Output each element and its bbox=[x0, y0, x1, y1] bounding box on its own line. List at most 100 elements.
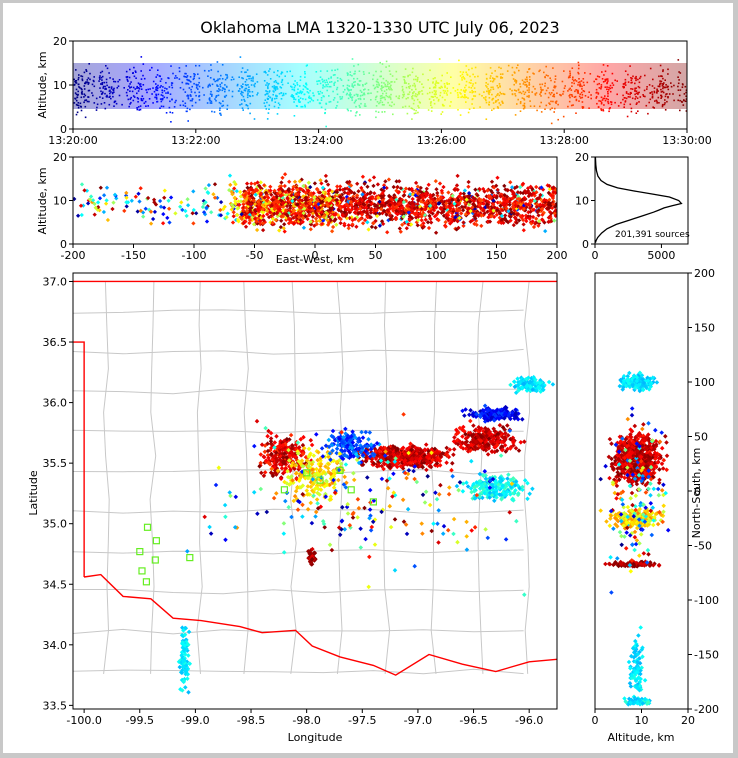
altitude-time-source bbox=[342, 91, 345, 93]
altitude-time-source bbox=[168, 106, 171, 109]
east-west-source bbox=[521, 197, 527, 202]
altitude-time-source bbox=[290, 85, 292, 88]
east-west-source bbox=[433, 230, 439, 235]
altitude-time-source bbox=[375, 110, 377, 113]
altitude-time-source bbox=[651, 93, 654, 95]
east-west-source bbox=[546, 190, 551, 196]
east-west-source bbox=[313, 200, 318, 206]
east-west-source bbox=[291, 221, 296, 227]
altitude-time-source bbox=[498, 83, 501, 85]
altitude-time-source bbox=[446, 87, 448, 90]
altitude-time-source bbox=[664, 102, 666, 104]
altitude-time-source bbox=[98, 80, 100, 82]
altitude-time-source bbox=[218, 88, 220, 90]
altitude-time-source bbox=[468, 81, 471, 84]
altitude-time-source bbox=[472, 83, 474, 85]
altitude-time-source bbox=[350, 89, 352, 91]
altitude-time-source bbox=[474, 76, 476, 78]
east-west-source bbox=[401, 193, 406, 198]
altitude-time-source bbox=[516, 103, 518, 105]
altitude-time-source bbox=[485, 101, 488, 104]
altitude-time-source bbox=[415, 78, 417, 81]
altitude-time-source bbox=[320, 99, 323, 101]
altitude-time-source bbox=[358, 70, 361, 72]
altitude-time-source bbox=[638, 101, 640, 103]
altitude-time-source bbox=[77, 102, 80, 104]
altitude-time-source bbox=[534, 94, 537, 96]
altitude-time-source bbox=[481, 95, 483, 97]
east-west-source bbox=[496, 220, 501, 225]
east-west-source bbox=[550, 195, 556, 201]
altitude-time-source bbox=[266, 101, 268, 104]
altitude-time-source bbox=[187, 120, 189, 122]
altitude-time-source bbox=[100, 103, 103, 105]
altitude-time-source bbox=[77, 106, 80, 109]
east-west-source bbox=[406, 206, 411, 212]
altitude-time-source bbox=[245, 87, 248, 90]
plan-view-source bbox=[475, 434, 481, 440]
altitude-time-source bbox=[506, 70, 509, 72]
altitude-time-source bbox=[533, 105, 536, 107]
altitude-time-source bbox=[563, 87, 566, 89]
altitude-time-source bbox=[430, 104, 432, 106]
altitude-time-source bbox=[77, 83, 80, 86]
east-west-source bbox=[282, 222, 287, 227]
plan-view-source bbox=[394, 464, 400, 470]
east-west-source bbox=[516, 196, 521, 202]
altitude-time-source bbox=[274, 101, 277, 103]
altitude-time-source bbox=[656, 100, 658, 103]
altitude-time-source bbox=[354, 81, 356, 83]
altitude-time-source bbox=[379, 75, 381, 78]
histogram-x-tick-label: 5000 bbox=[647, 249, 675, 262]
east-west-source bbox=[346, 223, 351, 228]
altitude-time-source bbox=[217, 79, 219, 82]
east-west-source bbox=[473, 216, 478, 221]
altitude-time-source bbox=[136, 107, 138, 109]
altitude-time-source bbox=[152, 102, 154, 104]
altitude-time-source bbox=[331, 69, 333, 72]
altitude-time-source bbox=[421, 90, 423, 92]
plan-view-source bbox=[454, 427, 459, 433]
east-west-source bbox=[379, 193, 384, 199]
east-west-source bbox=[81, 203, 86, 208]
altitude-time-source bbox=[161, 98, 164, 100]
altitude-time-source bbox=[635, 87, 637, 89]
east-west-x-tick-label: -50 bbox=[246, 249, 264, 262]
east-west-source bbox=[101, 193, 107, 198]
east-west-source bbox=[274, 199, 279, 204]
altitude-time-source bbox=[497, 99, 499, 101]
east-west-source bbox=[461, 223, 466, 229]
altitude-time-source bbox=[609, 87, 612, 90]
altitude-time-source bbox=[167, 77, 169, 79]
altitude-time-source bbox=[574, 90, 576, 93]
altitude-time-source bbox=[467, 97, 469, 99]
altitude-time-source bbox=[625, 91, 628, 93]
altitude-time-source bbox=[171, 112, 174, 114]
plan-view-source bbox=[409, 457, 414, 462]
altitude-time-source bbox=[375, 116, 377, 119]
altitude-time-source bbox=[637, 110, 639, 112]
altitude-time-source bbox=[677, 85, 679, 88]
altitude-time-source bbox=[528, 81, 530, 84]
altitude-time-source bbox=[155, 85, 158, 88]
altitude-time-source bbox=[240, 99, 243, 101]
source-count-annotation: 201,391 sources bbox=[615, 230, 690, 240]
altitude-time-source bbox=[624, 100, 627, 102]
altitude-time-source bbox=[392, 113, 394, 116]
altitude-time-source bbox=[351, 99, 353, 101]
altitude-time-source bbox=[635, 112, 638, 114]
altitude-time-source bbox=[528, 94, 530, 97]
altitude-time-source bbox=[608, 86, 610, 89]
altitude-time-source bbox=[651, 91, 653, 93]
altitude-time-source bbox=[679, 99, 681, 102]
altitude-time-source bbox=[111, 92, 114, 95]
east-west-source bbox=[514, 220, 519, 225]
east-west-source bbox=[166, 198, 171, 203]
altitude-time-source bbox=[152, 80, 155, 83]
altitude-time-source bbox=[351, 96, 354, 98]
altitude-time-source bbox=[273, 71, 275, 74]
east-west-source bbox=[424, 186, 429, 191]
plan-view-source bbox=[451, 447, 457, 452]
altitude-time-source bbox=[171, 86, 174, 89]
east-west-source bbox=[247, 220, 252, 226]
